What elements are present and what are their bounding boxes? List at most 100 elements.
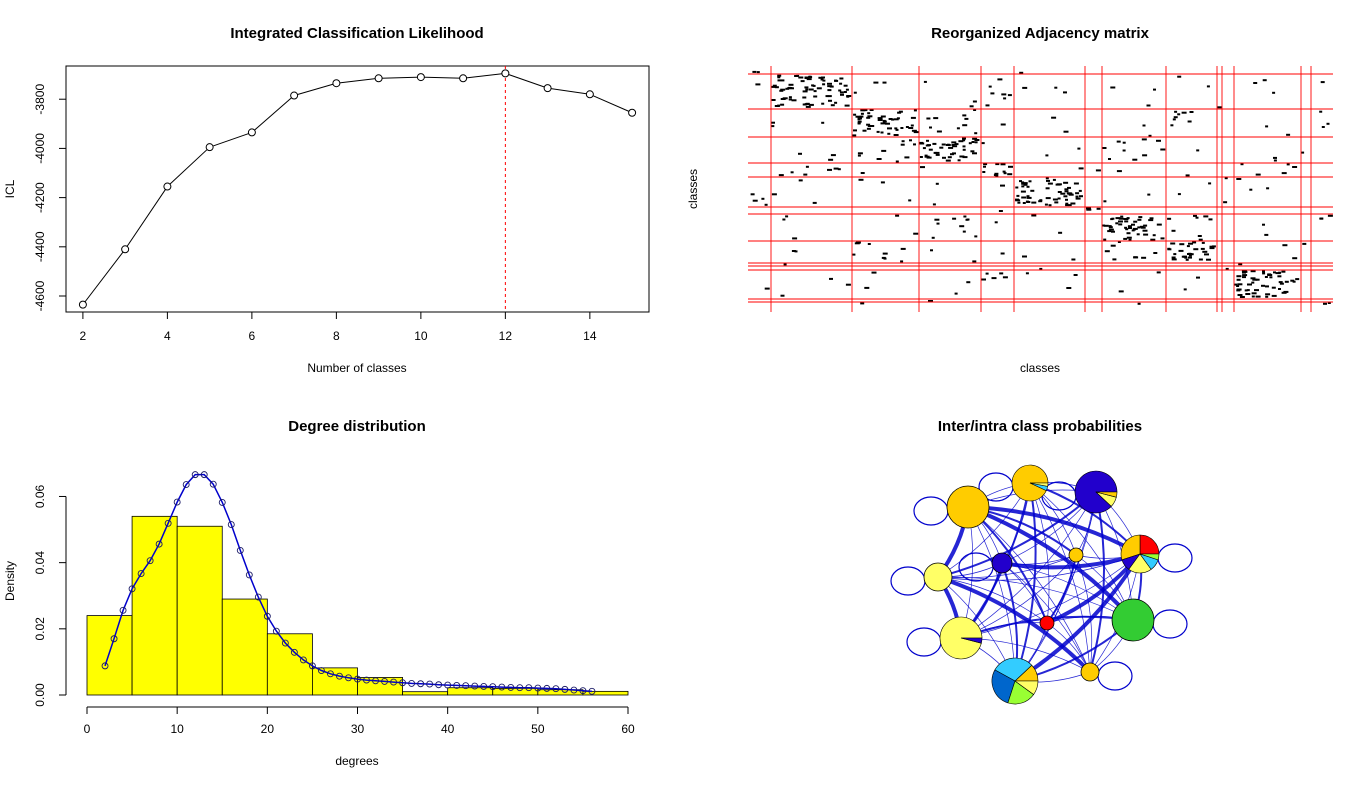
density-point: [498, 683, 506, 691]
adjacency-cell: [827, 89, 832, 92]
icl-point: [416, 73, 425, 82]
adjacency-cell: [853, 113, 857, 116]
adjacency-cell: [834, 79, 839, 82]
adjacency-cell: [1057, 197, 1061, 200]
adjacency-cell: [1073, 274, 1078, 276]
adjacency-cell: [1195, 216, 1199, 219]
adjacency-cell: [1206, 258, 1211, 261]
adjacency-cell: [1187, 253, 1192, 255]
degree-x-tick-label: 10: [170, 722, 184, 736]
adjacency-cell: [777, 104, 781, 107]
adjacency-cell: [1115, 222, 1119, 225]
adjacency-cell: [1171, 229, 1176, 232]
density-point: [209, 480, 217, 488]
adjacency-cell: [1255, 173, 1261, 176]
density-point: [552, 685, 560, 693]
adjacency-cell: [752, 70, 757, 73]
degree-density-curve: [101, 471, 596, 695]
adjacency-cell: [858, 178, 864, 181]
adjacency-cell: [1327, 302, 1331, 304]
adjacency-cell: [1022, 86, 1028, 89]
adjacency-cell: [1126, 236, 1132, 239]
adjacency-cell: [1142, 229, 1148, 232]
network-edge: [937, 553, 1141, 581]
adjacency-cell: [876, 158, 882, 160]
adjacency-cell: [1103, 238, 1107, 241]
network-self-loop: [890, 566, 926, 596]
adjacency-cell: [1095, 169, 1101, 172]
adjacency-cell: [846, 95, 850, 98]
adjacency-cell: [792, 237, 798, 240]
density-point: [263, 612, 271, 620]
pie-slice: [923, 562, 953, 592]
network-node: [1039, 615, 1055, 631]
adjacency-cell: [994, 221, 998, 224]
adjacency-cell: [1265, 285, 1269, 288]
adjacency-cell: [777, 76, 781, 79]
degree-x-tick-label: 30: [351, 722, 365, 736]
adjacency-cell: [1275, 272, 1281, 275]
adjacency-cell: [1026, 201, 1031, 203]
adjacency-cell: [798, 76, 804, 79]
adjacency-cell: [860, 172, 865, 174]
adjacency-cell: [1236, 289, 1241, 292]
adjacency-cell: [1217, 106, 1223, 109]
adjacency-cell: [1156, 139, 1161, 142]
adjacency-cell: [1110, 86, 1116, 89]
adjacency-cell: [1237, 283, 1243, 286]
adjacency-cell: [1242, 274, 1248, 277]
adjacency-cell: [1065, 198, 1068, 201]
adjacency-cell: [798, 152, 802, 155]
adjacency-cell: [1245, 293, 1251, 295]
adjacency-cell: [1066, 287, 1072, 289]
adjacency-cell: [1000, 252, 1005, 255]
adjacency-cell: [804, 76, 810, 79]
adjacency-cell: [802, 103, 807, 106]
network-edge: [937, 576, 1134, 621]
adjacency-cell: [982, 171, 986, 173]
adjacency-cell: [1167, 217, 1172, 220]
network-node: [1080, 662, 1100, 682]
adjacency-cell: [880, 115, 886, 118]
adjacency-cell: [1198, 258, 1203, 261]
icl-plot-frame: [65, 65, 650, 313]
adjacency-cell: [755, 83, 761, 86]
network-edge: [1014, 491, 1097, 682]
adjacency-cell: [771, 121, 775, 124]
adjacency-cell: [1156, 271, 1161, 274]
adjacency-cell: [930, 249, 933, 252]
adjacency-cell: [777, 79, 782, 82]
adjacency-cell: [805, 165, 809, 168]
adjacency-cell: [985, 272, 989, 275]
adjacency-cell: [756, 71, 760, 74]
adjacency-cell: [1020, 190, 1026, 193]
network-node: [1074, 470, 1118, 514]
adjacency-cell: [1132, 158, 1138, 161]
adjacency-cell: [877, 119, 883, 121]
adjacency-cell: [1131, 223, 1135, 226]
adjacency-cell: [800, 80, 805, 83]
adjacency-cell: [805, 105, 811, 108]
network-node: [1011, 464, 1049, 502]
adjacency-cell: [1137, 218, 1142, 221]
adjacency-cell: [780, 294, 785, 297]
adjacency-cell: [1133, 220, 1138, 223]
network-node: [991, 657, 1039, 705]
adjacency-cell: [1236, 278, 1241, 281]
network-self-loop: [958, 552, 994, 582]
icl-line-segment: [251, 95, 295, 133]
adjacency-cell: [750, 193, 755, 196]
adjacency-cell: [958, 140, 964, 143]
adjacency-cell: [1319, 110, 1323, 113]
adjacency-cell: [777, 74, 782, 77]
adjacency-cell: [919, 156, 923, 158]
adjacency-cell: [1236, 178, 1242, 180]
adjacency-cell: [1200, 247, 1205, 250]
icl-chart-panel: Integrated Classification Likelihood Num…: [3, 25, 650, 375]
adjacency-cell: [1251, 292, 1257, 295]
adjacency-cell: [1238, 263, 1243, 266]
adjacency-cell: [829, 277, 833, 280]
adjacency-cell: [1206, 85, 1210, 88]
degree-chart-title: Degree distribution: [288, 418, 426, 435]
density-point: [453, 681, 461, 689]
